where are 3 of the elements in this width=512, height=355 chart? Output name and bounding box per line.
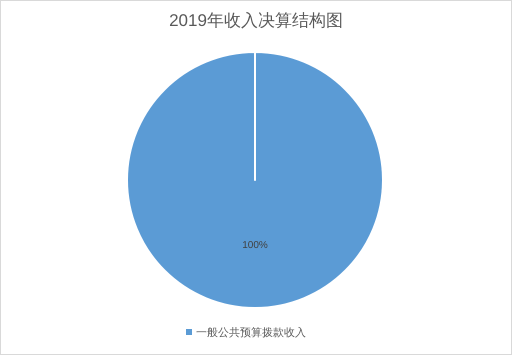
data-label: 100% [242,240,268,251]
chart-title: 2019年收入决算结构图 [169,11,343,30]
legend-label: 一般公共预算拨款收入 [196,326,306,339]
